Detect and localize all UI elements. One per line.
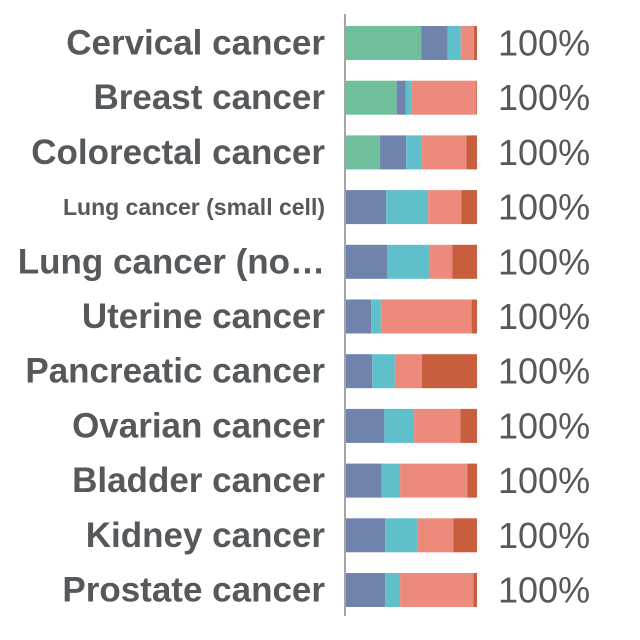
bar-segment [346,190,387,225]
bar-segment [380,299,472,334]
category-label: Breast cancer [93,78,325,117]
bar-segment [452,244,477,279]
bar-segment [396,80,406,115]
category-labels: Cervical cancer Breast cancer Colorectal c… [18,24,326,610]
bar-segment [346,463,382,498]
bar-segment [400,573,474,607]
category-label: Colorectal cancer [31,133,325,172]
bar-segment [384,408,415,443]
bar-segment [372,354,395,389]
bar-segment [476,80,477,115]
bars-group [346,26,477,607]
bar-segment [385,573,401,607]
bar-segment [346,26,422,60]
bar-segment [346,354,373,389]
category-label: Kidney cancer [86,516,326,555]
total-label: 100% [498,132,590,173]
category-label: Pancreatic cancer [25,352,325,391]
bar-segment [473,573,477,607]
bar-segment [447,26,461,60]
bar-segment [461,190,477,225]
total-label: 100% [498,515,590,556]
total-label: 100% [498,23,590,64]
bar-segment [417,518,454,553]
bar-segment [346,299,372,334]
bar-segment [421,135,467,170]
total-labels: 100% 100% 100% 100% 100% 100% 100% 100% 100% 100%… [498,23,590,611]
category-label: Bladder cancer [72,461,325,500]
bar-segment [466,135,477,170]
bar-segment [473,26,477,60]
total-label: 100% [498,296,590,337]
bar-segment [346,573,386,607]
total-label: 100% [498,187,590,228]
bar-segment [387,244,429,279]
bar-segment [371,299,381,334]
bar-segment [381,463,401,498]
bar-segment [414,408,461,443]
category-label: Ovarian cancer [72,406,325,445]
bar-segment [406,135,422,170]
bar-segment [453,518,477,553]
bar-segment [346,518,386,553]
total-label: 100% [498,77,590,118]
bar-segment [428,190,462,225]
total-label: 100% [498,405,590,446]
bar-segment [346,80,397,115]
bar-segment [380,135,407,170]
total-label: 100% [498,460,590,501]
bar-segment [471,299,477,334]
bar-segment [460,408,477,443]
bar-segment [346,244,387,279]
bar-segment [405,80,412,115]
bar-segment [411,80,477,115]
category-label: Prostate cancer [62,571,325,610]
bar-segment [467,463,477,498]
bar-segment [400,463,468,498]
category-label: Uterine cancer [82,297,326,336]
total-label: 100% [498,241,590,282]
bar-segment [346,135,381,170]
category-label: Lung cancer (no… [18,242,325,281]
bar-segment [428,244,453,279]
category-label: Cervical cancer [66,24,325,63]
bar-segment [460,26,474,60]
bar-segment [386,190,429,225]
category-label: Lung cancer (small cell) [63,194,325,220]
bar-segment [394,354,422,389]
total-label: 100% [498,351,590,392]
bar-segment [346,408,385,443]
bar-segment [385,518,418,553]
total-label: 100% [498,570,590,611]
bar-segment [421,354,477,389]
bar-segment [421,26,448,60]
